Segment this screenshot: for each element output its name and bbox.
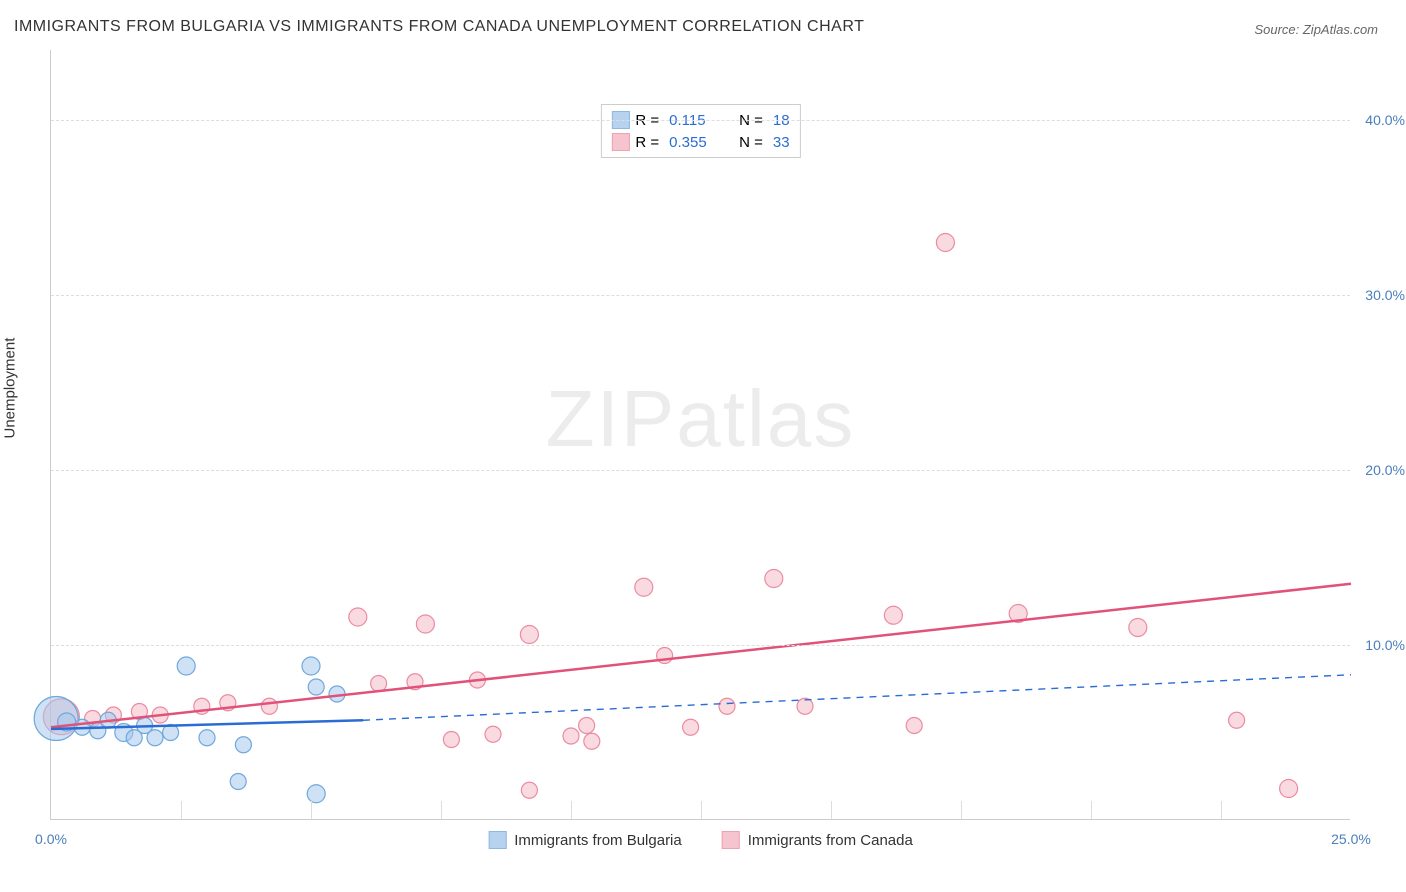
data-point (147, 730, 163, 746)
data-point (719, 698, 735, 714)
data-point (177, 657, 195, 675)
data-point (443, 732, 459, 748)
y-tick-label: 30.0% (1365, 287, 1405, 303)
data-point (485, 726, 501, 742)
data-point (416, 615, 434, 633)
x-minor-tick (701, 801, 702, 819)
legend-label-canada: Immigrants from Canada (748, 832, 913, 849)
data-point (302, 657, 320, 675)
x-minor-tick (441, 801, 442, 819)
legend-series: Immigrants from Bulgaria Immigrants from… (488, 831, 913, 849)
legend-correlation: R = 0.115 N = 18 R = 0.355 N = 33 (600, 104, 800, 158)
legend-item-canada: Immigrants from Canada (722, 831, 913, 849)
data-point (765, 570, 783, 588)
data-point (521, 782, 537, 798)
x-minor-tick (181, 801, 182, 819)
x-minor-tick (831, 801, 832, 819)
x-minor-tick (311, 801, 312, 819)
y-tick-label: 10.0% (1365, 637, 1405, 653)
x-minor-tick (571, 801, 572, 819)
data-point (563, 728, 579, 744)
data-point (261, 698, 277, 714)
trend-line (51, 584, 1351, 728)
n-label-canada: N = (739, 134, 763, 151)
y-axis-label: Unemployment (2, 338, 19, 439)
x-minor-tick (1091, 801, 1092, 819)
legend-item-bulgaria: Immigrants from Bulgaria (488, 831, 682, 849)
gridline-h (51, 645, 1350, 646)
data-point (1129, 619, 1147, 637)
x-minor-tick (1221, 801, 1222, 819)
data-point (230, 774, 246, 790)
data-point (683, 719, 699, 735)
data-point (584, 733, 600, 749)
data-point (906, 718, 922, 734)
data-point (307, 785, 325, 803)
gridline-h (51, 470, 1350, 471)
y-tick-label: 40.0% (1365, 112, 1405, 128)
legend-row-canada: R = 0.355 N = 33 (611, 131, 789, 153)
data-point (349, 608, 367, 626)
swatch-bulgaria-bottom (488, 831, 506, 849)
y-tick-label: 20.0% (1365, 462, 1405, 478)
data-point (797, 698, 813, 714)
data-point (635, 578, 653, 596)
legend-label-bulgaria: Immigrants from Bulgaria (514, 832, 682, 849)
data-point (936, 234, 954, 252)
x-minor-tick (961, 801, 962, 819)
swatch-canada-bottom (722, 831, 740, 849)
data-point (235, 737, 251, 753)
source-attribution: Source: ZipAtlas.com (1254, 22, 1378, 37)
data-point (199, 730, 215, 746)
r-label-canada: R = (635, 134, 659, 151)
x-tick-label: 25.0% (1331, 831, 1371, 847)
n-value-canada: 33 (773, 134, 790, 151)
x-tick-label: 0.0% (35, 831, 67, 847)
plot-area: ZIPatlas R = 0.115 N = 18 R = 0.355 N = … (50, 50, 1350, 820)
r-value-canada: 0.355 (669, 134, 717, 151)
data-point (1229, 712, 1245, 728)
swatch-canada (611, 133, 629, 151)
gridline-h (51, 120, 1350, 121)
chart-title: IMMIGRANTS FROM BULGARIA VS IMMIGRANTS F… (14, 18, 864, 36)
trend-line (363, 675, 1351, 721)
gridline-h (51, 295, 1350, 296)
scatter-svg (51, 50, 1350, 819)
data-point (579, 718, 595, 734)
data-point (884, 606, 902, 624)
data-point (520, 626, 538, 644)
data-point (371, 676, 387, 692)
data-point (1280, 780, 1298, 798)
data-point (308, 679, 324, 695)
